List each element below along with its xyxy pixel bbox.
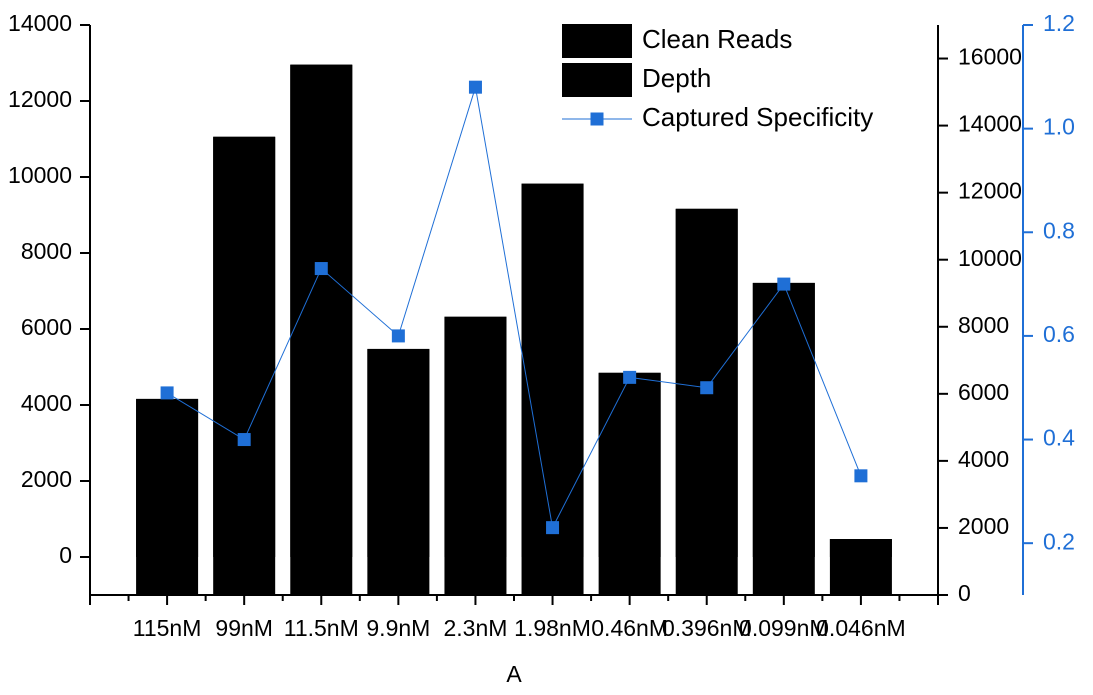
legend-swatch xyxy=(562,24,632,58)
y-tick-label: 0 xyxy=(59,542,72,568)
legend-marker xyxy=(590,112,604,126)
bar xyxy=(367,349,430,557)
x-tick-label: 0.046nM xyxy=(816,615,906,641)
y2-tick-label: 12000 xyxy=(958,178,1022,204)
y-tick-label: 2000 xyxy=(21,466,72,492)
legend-swatch xyxy=(562,63,632,97)
legend-label: Captured Specificity xyxy=(642,102,873,132)
y-tick-label: 14000 xyxy=(8,10,72,36)
x-tick-label: 0.099nM xyxy=(739,615,829,641)
x-tick-label: 2.3nM xyxy=(443,615,507,641)
y3-tick-label: 0.2 xyxy=(1043,528,1075,554)
x-tick-label: 9.9nM xyxy=(366,615,430,641)
y2-tick-label: 8000 xyxy=(958,312,1009,338)
y2-tick-label: 10000 xyxy=(958,245,1022,271)
y3-tick-label: 1.0 xyxy=(1043,114,1075,140)
marker xyxy=(546,521,560,535)
x-tick-label: 11.5nM xyxy=(284,615,359,641)
marker xyxy=(777,277,791,291)
y2-tick-label: 6000 xyxy=(958,379,1009,405)
y2-tick-label: 2000 xyxy=(958,513,1009,539)
x-tick-label: 99nM xyxy=(215,615,273,641)
y3-tick-label: 1.2 xyxy=(1043,10,1075,36)
y-tick-label: 12000 xyxy=(8,86,72,112)
bar xyxy=(829,539,892,557)
y3-tick-label: 0.8 xyxy=(1043,217,1075,243)
y-tick-label: 8000 xyxy=(21,238,72,264)
y-tick-label: 10000 xyxy=(8,162,72,188)
marker xyxy=(391,329,405,343)
bar xyxy=(290,64,353,558)
marker xyxy=(623,370,637,384)
y2-tick-label: 16000 xyxy=(958,44,1022,70)
marker xyxy=(160,386,174,400)
y3-tick-label: 0.4 xyxy=(1043,425,1075,451)
legend-label: Depth xyxy=(642,63,711,93)
legend-label: Clean Reads xyxy=(642,24,792,54)
marker xyxy=(700,381,714,395)
marker xyxy=(468,80,482,94)
x-tick-label: 115nM xyxy=(133,615,202,641)
marker xyxy=(314,262,328,276)
y2-tick-label: 4000 xyxy=(958,446,1009,472)
x-tick-label: 1.98nM xyxy=(514,615,591,641)
bar xyxy=(444,316,507,557)
marker xyxy=(854,469,868,483)
y-tick-label: 4000 xyxy=(21,390,72,416)
x-axis-label: A xyxy=(506,661,522,687)
bar xyxy=(521,183,584,557)
y2-tick-label: 14000 xyxy=(958,111,1022,137)
bar xyxy=(213,137,276,557)
line xyxy=(166,87,862,530)
y3-tick-label: 0.6 xyxy=(1043,321,1075,347)
bar xyxy=(752,283,815,557)
y-tick-label: 6000 xyxy=(21,314,72,340)
x-tick-label: 0.46nM xyxy=(591,615,668,641)
bar xyxy=(136,399,199,557)
y2-tick-label: 0 xyxy=(958,580,971,606)
marker xyxy=(237,433,251,447)
x-tick-label: 0.396nM xyxy=(662,615,752,641)
bar xyxy=(598,373,661,557)
